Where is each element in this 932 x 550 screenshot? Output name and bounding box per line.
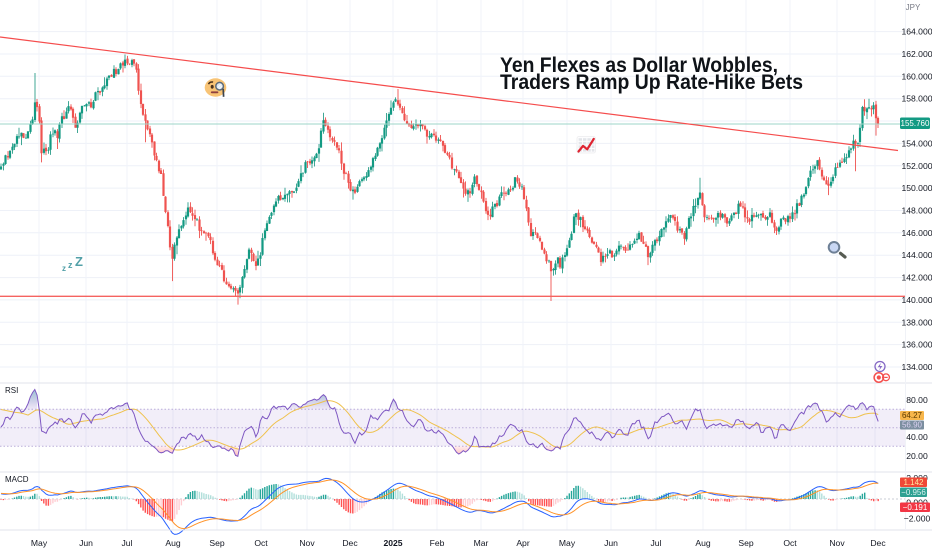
svg-text:40.00: 40.00 xyxy=(906,432,928,442)
svg-text:Aug: Aug xyxy=(695,538,711,548)
svg-text:MACD: MACD xyxy=(5,475,29,484)
svg-text:148.000: 148.000 xyxy=(901,206,932,216)
svg-text:138.000: 138.000 xyxy=(901,317,932,327)
svg-text:May: May xyxy=(559,538,576,548)
svg-text:80.00: 80.00 xyxy=(906,395,928,405)
svg-text:Aug: Aug xyxy=(165,538,181,548)
svg-text:Nov: Nov xyxy=(299,538,315,548)
svg-text:Mar: Mar xyxy=(474,538,489,548)
svg-text:Traders Ramp Up Rate-Hike Bets: Traders Ramp Up Rate-Hike Bets xyxy=(500,70,803,94)
svg-text:RSI: RSI xyxy=(5,386,18,395)
svg-text:Z: Z xyxy=(75,254,83,269)
svg-text:Oct: Oct xyxy=(783,538,797,548)
svg-text:2025: 2025 xyxy=(383,538,402,548)
svg-text:140.000: 140.000 xyxy=(901,295,932,305)
svg-text:1.142: 1.142 xyxy=(903,478,924,487)
svg-text:160.000: 160.000 xyxy=(901,71,932,81)
svg-text:Apr: Apr xyxy=(516,538,530,548)
svg-text:150.000: 150.000 xyxy=(901,183,932,193)
svg-text:164.000: 164.000 xyxy=(901,27,932,37)
svg-text:Jun: Jun xyxy=(604,538,618,548)
svg-text:144.000: 144.000 xyxy=(901,250,932,260)
svg-text:146.000: 146.000 xyxy=(901,228,932,238)
svg-text:Dec: Dec xyxy=(870,538,886,548)
svg-text:Oct: Oct xyxy=(254,538,268,548)
svg-text:Jun: Jun xyxy=(79,538,93,548)
svg-text:155.760: 155.760 xyxy=(901,119,930,128)
svg-text:136.000: 136.000 xyxy=(901,340,932,350)
svg-text:z: z xyxy=(68,260,73,270)
svg-text:Yen Flexes as Dollar Wobbles,: Yen Flexes as Dollar Wobbles, xyxy=(500,53,778,77)
svg-text:−0.956: −0.956 xyxy=(901,488,926,497)
svg-text:56.90: 56.90 xyxy=(902,421,923,430)
svg-text:Jul: Jul xyxy=(122,538,133,548)
svg-text:64.27: 64.27 xyxy=(902,411,923,420)
svg-text:Sep: Sep xyxy=(738,538,754,548)
svg-text:142.000: 142.000 xyxy=(901,273,932,283)
svg-text:Dec: Dec xyxy=(342,538,358,548)
svg-text:Jul: Jul xyxy=(651,538,662,548)
svg-text:z: z xyxy=(62,264,66,273)
svg-text:134.000: 134.000 xyxy=(901,362,932,372)
svg-text:162.000: 162.000 xyxy=(901,49,932,59)
svg-text:Sep: Sep xyxy=(209,538,225,548)
svg-text:154.000: 154.000 xyxy=(901,138,932,148)
svg-text:−0.191: −0.191 xyxy=(903,503,928,512)
svg-text:Nov: Nov xyxy=(829,538,845,548)
svg-text:Feb: Feb xyxy=(430,538,445,548)
svg-text:158.000: 158.000 xyxy=(901,94,932,104)
svg-text:−2.000: −2.000 xyxy=(904,514,931,524)
svg-text:152.000: 152.000 xyxy=(901,161,932,171)
svg-text:JPY: JPY xyxy=(906,3,921,12)
svg-text:May: May xyxy=(31,538,48,548)
svg-text:20.00: 20.00 xyxy=(906,451,928,461)
